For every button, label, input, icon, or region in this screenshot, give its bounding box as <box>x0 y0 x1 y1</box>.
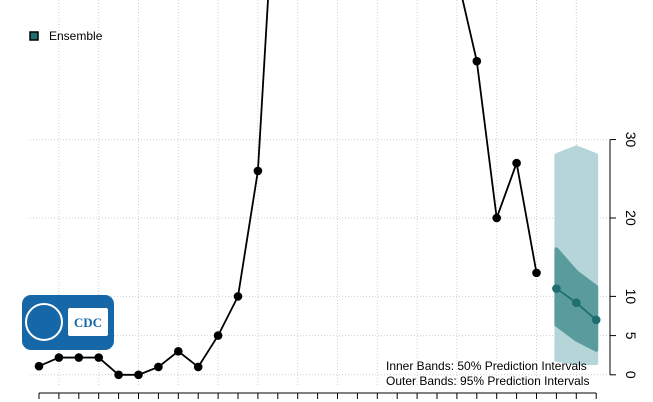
logo-text: CDC <box>74 315 102 330</box>
plot: 0 5 10 20 30 Ensemble <box>29 0 639 399</box>
y-tick-label: 10 <box>623 289 639 305</box>
data-point <box>74 353 84 362</box>
data-point <box>512 158 521 168</box>
logo-seal <box>25 303 63 341</box>
y-tick-label: 5 <box>623 332 639 340</box>
y-tick-label: 20 <box>623 210 639 226</box>
data-point <box>54 353 64 362</box>
data-point <box>233 292 243 301</box>
data-point <box>591 315 601 325</box>
legend-swatch <box>29 31 39 41</box>
data-point <box>472 56 482 66</box>
data-point <box>552 284 561 293</box>
logo-box <box>68 308 108 336</box>
data-point <box>94 353 103 362</box>
y-tick-label: 30 <box>623 132 639 148</box>
data-point <box>253 166 263 176</box>
data-point <box>114 370 123 380</box>
legend-label: Ensemble <box>49 29 103 43</box>
cdc-logo: CDC <box>22 295 114 350</box>
data-point <box>154 362 163 372</box>
data-point <box>572 298 581 307</box>
data-point <box>174 346 183 356</box>
data-point <box>213 331 223 340</box>
annotation: Inner Bands: 50% Prediction Intervals <box>386 359 587 373</box>
data-point <box>532 268 541 278</box>
data-point <box>134 370 143 380</box>
data-point <box>34 361 44 371</box>
annotation: Outer Bands: 95% Prediction Intervals <box>386 374 589 388</box>
data-point <box>193 362 203 372</box>
data-point <box>492 213 502 223</box>
y-tick-label: 0 <box>623 371 639 379</box>
